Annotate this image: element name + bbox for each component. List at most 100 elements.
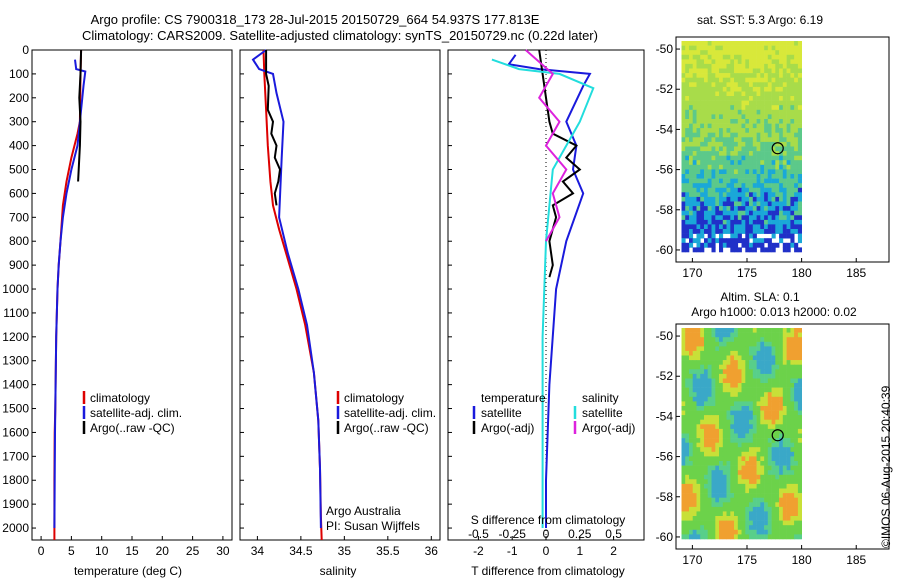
map-cell — [692, 187, 697, 193]
map-cell — [689, 242, 694, 248]
map-cell — [737, 224, 742, 230]
map-cell — [681, 433, 686, 439]
map-cell — [756, 525, 761, 531]
map-cell — [786, 474, 791, 480]
map-cell — [794, 516, 799, 521]
map-cell — [726, 392, 731, 398]
map-cell — [790, 215, 795, 221]
map-cell — [760, 392, 765, 398]
map-cell — [749, 77, 754, 83]
map-cell — [749, 73, 754, 78]
map-cell — [722, 332, 727, 338]
map-cell — [764, 192, 769, 198]
map-cell — [685, 387, 690, 393]
map-cell — [786, 529, 791, 535]
map-cell — [764, 534, 769, 540]
map-cell — [794, 128, 799, 133]
map-cell — [722, 516, 727, 521]
map-cell — [730, 364, 735, 370]
map-cell — [719, 63, 724, 69]
map-cell — [771, 229, 776, 234]
map-cell — [726, 183, 731, 189]
map-cell — [782, 396, 787, 402]
map-cell — [696, 63, 701, 69]
map-cell — [779, 77, 784, 83]
map-cell — [707, 63, 712, 69]
map-cell — [794, 341, 799, 347]
map-cell — [794, 192, 799, 198]
map-cell — [715, 187, 720, 193]
map-cell — [715, 63, 720, 69]
map-cell — [722, 447, 727, 453]
map-cell — [722, 86, 727, 92]
map-cell — [685, 474, 690, 480]
difference-series — [491, 49, 595, 528]
map-cell — [797, 401, 802, 407]
x-tick-label: 10 — [95, 544, 109, 558]
map-cell — [749, 364, 754, 370]
map-cell — [752, 41, 757, 46]
map-cell — [749, 178, 754, 184]
map-cell — [719, 109, 724, 115]
map-cell — [715, 128, 720, 133]
map-cell — [752, 45, 757, 51]
map-cell — [797, 206, 802, 211]
map-cell — [737, 516, 742, 521]
map-cell — [692, 247, 697, 253]
map-cell — [752, 206, 757, 211]
map-cell — [722, 146, 727, 152]
map-cell — [779, 410, 784, 416]
map-cell — [722, 224, 727, 230]
map-cell — [734, 373, 739, 379]
map-cell — [711, 355, 716, 361]
map-cell — [760, 219, 765, 225]
owner-label: Argo Australia — [326, 504, 401, 518]
map-cell — [741, 96, 746, 101]
map-cell — [790, 516, 795, 521]
map-cell — [756, 96, 761, 101]
map-cell — [797, 433, 802, 439]
map-cell — [696, 373, 701, 379]
map-cell — [707, 529, 712, 535]
map-cell — [711, 45, 716, 51]
map-cell — [711, 474, 716, 480]
map-cell — [749, 488, 754, 494]
map-cell — [715, 82, 720, 88]
map-cell — [749, 68, 754, 74]
map-cell — [700, 497, 705, 503]
map-cell — [719, 164, 724, 170]
s-tick-label: -0.25 — [499, 527, 527, 541]
sst-map-panel: sat. SST: 5.3 Argo: 6.19 170 175 180 185-50… — [656, 13, 890, 280]
s-tick-label: -0.5 — [468, 527, 489, 541]
map-cell — [700, 373, 705, 379]
map-cell — [689, 337, 694, 343]
map-cell — [704, 155, 709, 161]
map-cell — [749, 86, 754, 92]
map-cell — [771, 483, 776, 489]
map-cell — [752, 447, 757, 453]
map-cell — [730, 373, 735, 379]
map-cell — [730, 506, 735, 512]
map-cell — [715, 392, 720, 398]
map-cell — [756, 210, 761, 216]
map-cell — [685, 465, 690, 471]
map-cell — [700, 224, 705, 230]
map-cell — [790, 210, 795, 216]
map-cell — [745, 470, 750, 476]
map-cell — [779, 229, 784, 234]
map-cell — [779, 224, 784, 230]
map-cell — [752, 456, 757, 462]
map-cell — [794, 82, 799, 88]
map-cell — [681, 128, 686, 133]
map-cell — [726, 428, 731, 434]
map-cell — [797, 224, 802, 230]
map-cell — [760, 210, 765, 216]
map-cell — [704, 128, 709, 133]
map-cell — [726, 364, 731, 370]
map-cell — [707, 174, 712, 179]
map-cell — [689, 50, 694, 56]
map-cell — [767, 73, 772, 78]
map-cell — [790, 456, 795, 462]
map-cell — [797, 337, 802, 343]
map-cell — [700, 442, 705, 448]
